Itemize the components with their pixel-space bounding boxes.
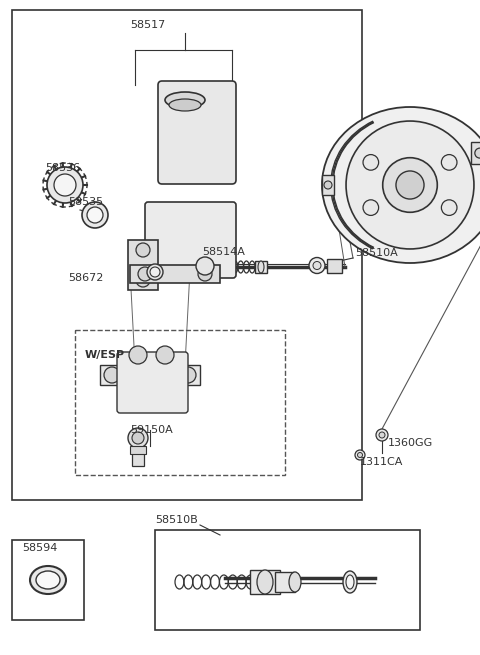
Circle shape <box>442 200 457 215</box>
Ellipse shape <box>258 261 264 273</box>
Bar <box>471 142 480 164</box>
Circle shape <box>54 174 76 196</box>
Ellipse shape <box>169 99 201 111</box>
Circle shape <box>355 450 365 460</box>
Circle shape <box>180 367 196 383</box>
Circle shape <box>198 267 212 281</box>
Circle shape <box>396 171 424 199</box>
Circle shape <box>136 273 150 287</box>
Circle shape <box>383 158 437 212</box>
Circle shape <box>82 202 108 228</box>
Circle shape <box>87 207 103 223</box>
Ellipse shape <box>257 570 273 594</box>
Text: 58510A: 58510A <box>355 248 398 258</box>
Bar <box>327 259 342 273</box>
Ellipse shape <box>322 107 480 263</box>
Bar <box>128 240 158 290</box>
Circle shape <box>313 261 321 269</box>
Bar <box>75 330 285 475</box>
Circle shape <box>196 257 214 275</box>
Circle shape <box>104 367 120 383</box>
Bar <box>132 448 144 466</box>
Circle shape <box>128 428 148 448</box>
Text: 58672: 58672 <box>68 273 103 283</box>
Text: 1311CA: 1311CA <box>360 457 403 467</box>
Text: 59150A: 59150A <box>130 425 173 435</box>
Circle shape <box>376 429 388 441</box>
Ellipse shape <box>165 92 205 108</box>
Circle shape <box>132 432 144 444</box>
Circle shape <box>156 346 174 364</box>
Ellipse shape <box>343 571 357 593</box>
Text: 58510B: 58510B <box>155 515 198 525</box>
Bar <box>130 265 220 283</box>
Circle shape <box>475 148 480 158</box>
Circle shape <box>363 200 379 215</box>
Bar <box>100 365 200 385</box>
Circle shape <box>47 167 83 203</box>
Text: 58594: 58594 <box>22 543 58 553</box>
Bar <box>275 572 295 592</box>
Bar <box>250 570 280 594</box>
Circle shape <box>358 453 362 457</box>
Text: 58535: 58535 <box>68 197 103 207</box>
Bar <box>130 446 146 454</box>
Circle shape <box>442 155 457 170</box>
Ellipse shape <box>289 572 301 592</box>
Circle shape <box>363 155 379 170</box>
Text: 58536: 58536 <box>45 163 80 173</box>
Ellipse shape <box>36 571 60 589</box>
Circle shape <box>129 346 147 364</box>
Circle shape <box>138 267 152 281</box>
Circle shape <box>147 264 163 280</box>
FancyBboxPatch shape <box>117 352 188 413</box>
Bar <box>12 10 362 500</box>
Bar <box>12 540 84 620</box>
Bar <box>322 175 334 195</box>
Circle shape <box>136 243 150 257</box>
FancyBboxPatch shape <box>145 202 236 278</box>
Text: W/ESP: W/ESP <box>85 350 125 360</box>
Ellipse shape <box>346 575 354 589</box>
Text: 58517: 58517 <box>131 20 166 30</box>
Circle shape <box>346 121 474 249</box>
Bar <box>155 530 420 630</box>
Circle shape <box>150 267 160 277</box>
Text: 58514A: 58514A <box>202 247 245 257</box>
Circle shape <box>324 181 332 189</box>
Ellipse shape <box>30 566 66 594</box>
FancyBboxPatch shape <box>158 81 236 184</box>
Text: 1360GG: 1360GG <box>388 438 433 448</box>
Bar <box>255 261 267 273</box>
Circle shape <box>309 257 325 274</box>
Circle shape <box>379 432 385 438</box>
